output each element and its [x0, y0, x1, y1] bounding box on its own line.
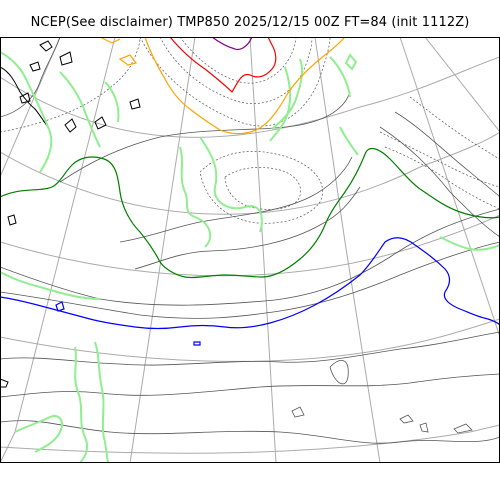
- isotherm-light-green-line: [94, 341, 109, 463]
- isotherms-dashed: [0, 37, 500, 224]
- isotherm-dashed-line: [379, 131, 500, 188]
- isotherm-light-green-line: [339, 126, 359, 156]
- coastline-line: [59, 51, 73, 66]
- isotherm-dashed-line: [409, 96, 500, 160]
- isotherm-line: [134, 186, 361, 270]
- isotherm-line: [0, 373, 500, 398]
- isotherms-blue: [0, 237, 500, 346]
- meridian-line: [399, 37, 500, 338]
- coastline-line: [129, 98, 141, 110]
- isotherm-light-green-line: [74, 346, 89, 463]
- meridian-line: [129, 37, 196, 463]
- isotherm-green-line: [0, 147, 500, 279]
- isotherm-line: [0, 37, 61, 118]
- map-title: NCEP(See disclaimer) TMP850 2025/12/15 0…: [30, 15, 470, 30]
- isotherm-dashed-line: [139, 37, 331, 127]
- isotherm-line: [399, 414, 414, 424]
- isotherm-line: [379, 126, 500, 238]
- isotherm-dashed-line: [384, 146, 500, 210]
- isotherm-light-green-line: [271, 58, 304, 130]
- parallel-line: [0, 56, 500, 138]
- graticule: [0, 37, 500, 463]
- isotherms-light-green: [0, 51, 500, 463]
- isotherms-red: [169, 37, 277, 93]
- isotherm-light-green-line: [59, 71, 101, 148]
- isotherms-purple: [211, 37, 253, 51]
- isotherm-line: [291, 406, 305, 418]
- isotherm-dashed-line: [199, 151, 323, 224]
- coastline-line: [94, 116, 107, 130]
- parallel-line: [0, 424, 500, 454]
- isotherm-line: [453, 423, 473, 434]
- isotherm-line: [0, 331, 500, 366]
- isotherm-purple-line: [211, 37, 253, 51]
- coastline-line: [39, 40, 53, 52]
- meridian-line: [249, 37, 277, 463]
- isotherm-dashed-line: [179, 37, 297, 84]
- isotherm-light-green-line: [0, 271, 101, 300]
- isotherm-dashed-line: [159, 37, 313, 104]
- isotherm-orange-line: [118, 54, 138, 66]
- meridian-line: [424, 37, 500, 133]
- isotherm-line: [329, 360, 349, 385]
- isotherm-light-green-line: [439, 236, 500, 251]
- parallel-line: [0, 131, 500, 215]
- isotherm-blue-line: [193, 341, 201, 346]
- isotherm-light-green-line: [0, 51, 53, 173]
- map-frame: [0, 37, 500, 463]
- isotherm-orange-line: [144, 37, 346, 135]
- isotherm-line: [0, 241, 500, 319]
- isotherm-light-green-line: [329, 56, 351, 98]
- coastline-line: [19, 92, 31, 104]
- isotherms-orange: [99, 37, 346, 135]
- isotherm-dashed-line: [0, 37, 141, 133]
- isotherm-blue-line: [55, 301, 65, 312]
- coastline: [0, 40, 141, 388]
- coastline-line: [64, 118, 77, 133]
- isotherm-light-green-line: [14, 415, 63, 453]
- meridian-line: [0, 37, 116, 463]
- isotherm-line: [0, 208, 500, 306]
- isotherm-line: [119, 156, 353, 243]
- isotherms-thin: [0, 37, 500, 444]
- isotherm-orange-line: [99, 37, 121, 44]
- temperature-map: [0, 37, 500, 463]
- isotherm-light-green-line: [199, 136, 263, 233]
- isotherms-green: [0, 147, 500, 279]
- isotherm-red-line: [169, 37, 277, 93]
- isotherm-line: [0, 420, 500, 444]
- isotherm-line: [419, 422, 429, 433]
- isotherm-light-green-line: [344, 53, 358, 71]
- isotherm-dashed-line: [224, 167, 302, 210]
- meridian-line: [314, 37, 381, 463]
- isotherm-line: [394, 111, 500, 198]
- isotherm-light-green-line: [104, 81, 120, 123]
- isotherm-blue-line: [0, 237, 500, 330]
- coastline-line: [7, 214, 17, 226]
- parallel-line: [0, 214, 500, 277]
- coastline-line: [29, 61, 41, 72]
- isotherm-light-green-line: [179, 146, 212, 248]
- coastline-line: [0, 378, 9, 388]
